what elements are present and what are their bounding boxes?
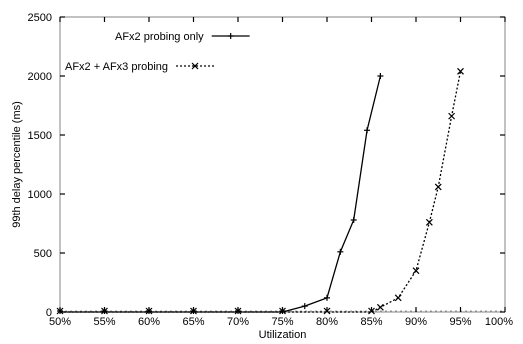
x-tick-label: 100% bbox=[485, 316, 513, 328]
y-tick-label: 1500 bbox=[28, 130, 52, 142]
legend-item: AFx2 probing only bbox=[115, 31, 250, 43]
y-axis: 0 500 1000 1500 2000 2500 bbox=[28, 12, 505, 319]
legend-label: AFx2 + AFx3 probing bbox=[65, 61, 168, 73]
y-tick-label: 2000 bbox=[28, 71, 52, 83]
series-line bbox=[60, 71, 462, 313]
series-layer bbox=[56, 67, 464, 315]
x-tick-label: 90% bbox=[405, 316, 427, 328]
x-axis: 50% 55% 60% 65% 70% 75% 80% 85% 90% 95% 100% bbox=[49, 17, 513, 328]
x-tick-label: 60% bbox=[138, 316, 160, 328]
data-point bbox=[56, 307, 64, 315]
x-tick-label: 50% bbox=[49, 316, 71, 328]
legend: AFx2 probing only AFx2 + AFx3 probing bbox=[65, 31, 250, 73]
x-tick-label: 75% bbox=[271, 316, 293, 328]
data-point bbox=[145, 307, 153, 315]
series-line bbox=[60, 75, 382, 313]
data-point bbox=[376, 303, 384, 311]
series-1 bbox=[57, 73, 384, 314]
y-tick-label: 1000 bbox=[28, 189, 52, 201]
data-point bbox=[101, 307, 108, 315]
x-tick-label: 70% bbox=[227, 316, 249, 328]
y-tick-label: 2500 bbox=[28, 12, 52, 24]
legend-item: AFx2 + AFx3 probing bbox=[65, 61, 215, 73]
y-tick-label: 0 bbox=[46, 307, 52, 319]
data-point bbox=[191, 62, 199, 70]
x-tick-label: 85% bbox=[360, 316, 382, 328]
x-tick-label: 65% bbox=[182, 316, 204, 328]
data-point bbox=[394, 294, 402, 302]
legend-label: AFx2 probing only bbox=[115, 31, 204, 43]
x-axis-title: Utilization bbox=[259, 329, 307, 341]
data-point bbox=[368, 307, 375, 315]
data-point bbox=[279, 307, 286, 315]
x-tick-label: 80% bbox=[316, 316, 338, 328]
x-tick-label: 95% bbox=[449, 316, 471, 328]
y-tick-label: 500 bbox=[34, 248, 52, 260]
x-tick-label: 55% bbox=[93, 316, 115, 328]
data-point bbox=[190, 307, 197, 315]
data-point bbox=[448, 112, 456, 120]
data-point bbox=[234, 307, 242, 315]
data-point bbox=[434, 183, 442, 191]
data-point bbox=[323, 307, 331, 315]
data-point bbox=[457, 67, 464, 75]
data-point bbox=[425, 218, 433, 226]
y-axis-title: 99th delay percentile (ms) bbox=[11, 101, 23, 228]
series-2 bbox=[56, 67, 464, 315]
data-point bbox=[412, 267, 420, 275]
